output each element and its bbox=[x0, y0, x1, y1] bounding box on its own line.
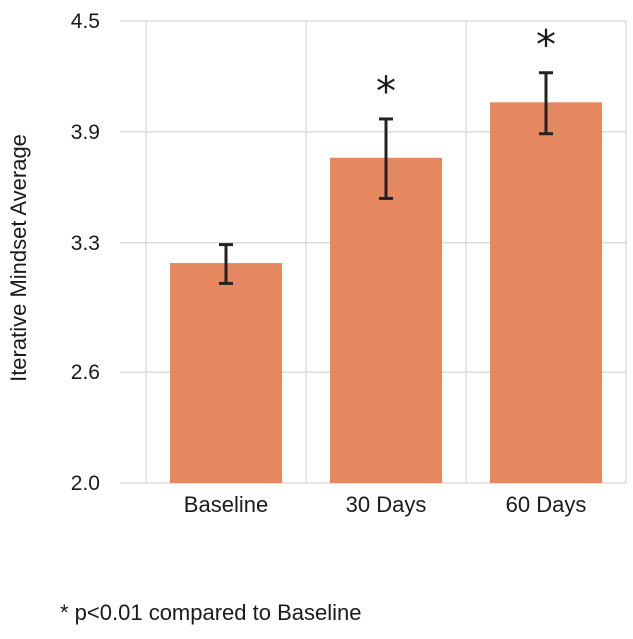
bars bbox=[170, 102, 602, 483]
error-bars bbox=[219, 71, 553, 285]
x-tick-label: 60 Days bbox=[506, 492, 587, 517]
y-tick-label: 3.9 bbox=[71, 121, 100, 144]
error-bar bbox=[379, 117, 393, 200]
significance-star: * bbox=[376, 69, 396, 115]
significance-footnote: * p<0.01 compared to Baseline bbox=[60, 600, 362, 625]
bar bbox=[330, 157, 442, 483]
y-tick-label: 4.5 bbox=[71, 10, 100, 33]
x-tick-label: Baseline bbox=[184, 492, 268, 517]
bar bbox=[490, 102, 602, 483]
y-axis-title: Iterative Mindset Average bbox=[6, 134, 31, 382]
y-tick-labels: 2.0 2.6 3.3 3.9 4.5 bbox=[71, 10, 100, 495]
x-tick-label: 30 Days bbox=[346, 492, 427, 517]
y-tick-label: 3.3 bbox=[71, 232, 100, 255]
bar bbox=[170, 263, 282, 483]
significance-star: * bbox=[536, 23, 556, 69]
significance-markers: ** bbox=[376, 23, 556, 115]
x-tick-labels: Baseline 30 Days 60 Days bbox=[184, 492, 587, 517]
error-bar bbox=[219, 243, 233, 285]
error-bar bbox=[539, 71, 553, 136]
y-tick-label: 2.0 bbox=[71, 472, 100, 495]
y-tick-label: 2.6 bbox=[71, 361, 100, 384]
